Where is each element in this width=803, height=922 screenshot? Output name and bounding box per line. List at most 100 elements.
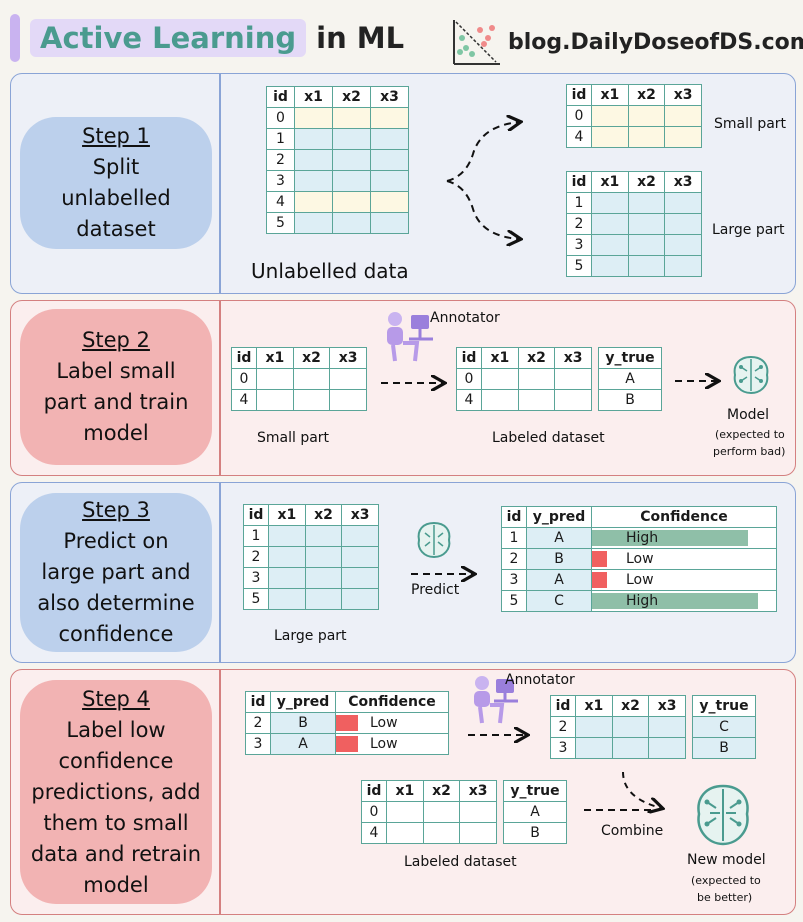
confidence-label: Low	[370, 715, 398, 731]
large-part-caption: Large part	[274, 628, 347, 644]
step1-line: unlabelled	[61, 186, 171, 210]
table-row: 0	[361, 801, 497, 823]
col-x2: x2	[422, 780, 461, 802]
step3-badge: Step 3 Predict on large part and also de…	[20, 493, 212, 652]
low-confidence-table: id y_pred Confidence 2 B Low 3 A Low	[245, 691, 449, 755]
col-id: id	[361, 780, 387, 802]
y-pred-value: C	[526, 590, 592, 612]
blog-url: blog.DailyDoseofDS.com	[508, 30, 803, 55]
row-id: 1	[501, 527, 527, 549]
labeled-features-table: id x1 x2 x3 0 4	[361, 780, 497, 844]
small-part-table: id x1 x2 x3 0 4	[566, 84, 702, 148]
step3-line: also determine	[37, 591, 195, 615]
col-x2: x2	[627, 171, 666, 193]
row-id: 4	[361, 822, 387, 844]
confidence-bar	[592, 551, 607, 567]
col-confidence: Confidence	[335, 691, 449, 713]
row-id: 3	[243, 567, 269, 589]
step4-line: data and retrain	[30, 841, 202, 866]
col-x3: x3	[341, 504, 379, 526]
table-row: A	[598, 368, 662, 390]
confidence-label: Low	[626, 551, 654, 567]
model-note: perform bad)	[713, 445, 786, 458]
table-row: 5 C High	[501, 590, 777, 612]
large-part-table: id x1 x2 x3 1 2 3 5	[243, 504, 379, 610]
combine-label: Combine	[601, 823, 664, 839]
annotator-icon	[387, 312, 433, 362]
row-id: 0	[231, 368, 257, 390]
step4-arrows	[468, 670, 795, 914]
annotator-icon	[474, 676, 518, 724]
row-id: 2	[550, 716, 576, 738]
table-row: 4	[566, 126, 702, 148]
step1-title: Step 1	[82, 124, 150, 148]
unlabelled-data-table: id x1 x2 x3 0 1 2 3 4 5	[266, 86, 409, 234]
step4-badge: Step 4 Label low confidence predictions,…	[20, 680, 212, 904]
table-row: 4	[456, 389, 592, 411]
col-x1: x1	[268, 504, 306, 526]
col-x2: x2	[332, 86, 371, 108]
col-id: id	[566, 84, 592, 106]
row-id: 0	[266, 107, 295, 129]
table-row: 1	[566, 192, 702, 214]
brain-model-icon	[733, 355, 769, 395]
model-note: (expected to	[715, 428, 785, 441]
step4-line: model	[83, 872, 149, 897]
step4-line: predictions, add	[31, 779, 201, 804]
y-true-value: B	[503, 822, 567, 844]
new-y-true-table: y_true C B	[692, 695, 756, 759]
large-part-label: Large part	[712, 222, 785, 238]
y-pred-value: A	[270, 733, 336, 755]
col-id: id	[501, 506, 527, 528]
table-row: 5	[243, 588, 379, 610]
table-row: 5	[566, 255, 702, 277]
confidence-label: High	[626, 530, 659, 546]
y-true-value: A	[503, 801, 567, 823]
col-y-pred: y_pred	[270, 691, 336, 713]
row-id: 5	[566, 255, 592, 277]
col-y-true: y_true	[503, 780, 567, 802]
confidence-bar	[592, 572, 607, 588]
step3-line: confidence	[58, 622, 174, 646]
step3-line: large part and	[41, 560, 191, 584]
confidence-bar	[336, 736, 359, 752]
col-x3: x3	[648, 695, 686, 717]
step3-line: Predict on	[63, 529, 169, 553]
row-id: 3	[266, 170, 295, 192]
row-id: 1	[243, 525, 269, 547]
model-note: be better)	[697, 891, 753, 904]
step4-divider	[219, 670, 221, 914]
col-x3: x3	[370, 86, 409, 108]
step1-line: Split	[92, 155, 140, 179]
row-id: 1	[566, 192, 592, 214]
row-id: 5	[266, 212, 295, 234]
table-row: 3	[266, 170, 409, 192]
col-x1: x1	[386, 780, 424, 802]
table-row: 2	[566, 213, 702, 235]
row-id: 0	[361, 801, 387, 823]
step4-panel: Step 4 Label low confidence predictions,…	[10, 669, 796, 915]
col-x1: x1	[591, 84, 629, 106]
page-title: Active Learning in ML	[30, 14, 404, 62]
col-x1: x1	[591, 171, 629, 193]
row-id: 0	[566, 105, 592, 127]
confidence-bar	[592, 530, 749, 546]
col-x3: x3	[329, 347, 367, 369]
confidence-label: Low	[370, 736, 398, 752]
confidence-label: High	[626, 593, 659, 609]
unlabelled-caption: Unlabelled data	[251, 259, 409, 283]
row-id: 3	[550, 737, 576, 759]
predict-label: Predict	[411, 582, 460, 598]
step3-divider	[219, 483, 221, 662]
confidence-bar	[336, 715, 359, 731]
step2-line: model	[83, 421, 149, 445]
table-row: B	[598, 389, 662, 411]
y-true-table: y_true A B	[598, 347, 662, 411]
table-row: 2 B Low	[501, 548, 777, 570]
col-y-true: y_true	[598, 347, 662, 369]
new-model-label: New model	[687, 852, 766, 868]
confidence-label: Low	[626, 572, 654, 588]
labeled-dataset-caption: Labeled dataset	[404, 854, 517, 870]
step1-panel: Step 1 Split unlabelled dataset id x1 x2 x3…	[10, 73, 796, 294]
y-true-value: A	[598, 368, 662, 390]
